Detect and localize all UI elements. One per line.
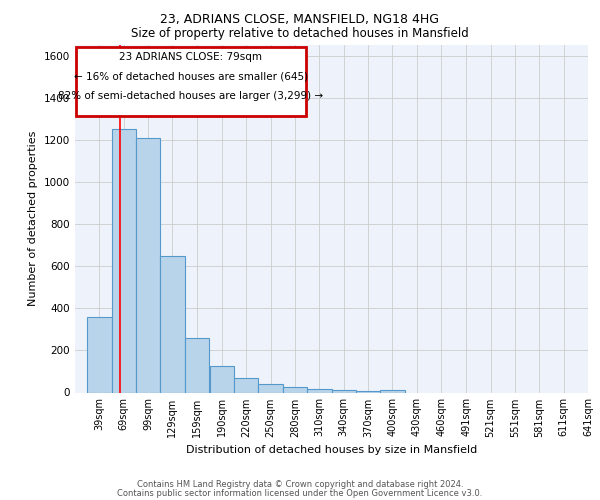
Bar (87, 316, 112, 392)
Bar (160, 256, 185, 392)
Text: Contains HM Land Registry data © Crown copyright and database right 2024.: Contains HM Land Registry data © Crown c… (137, 480, 463, 489)
Bar (259, 384, 283, 392)
Bar (136, 138, 160, 392)
Text: Size of property relative to detached houses in Mansfield: Size of property relative to detached ho… (131, 28, 469, 40)
Bar (331, 390, 356, 392)
Text: 23, ADRIANS CLOSE, MANSFIELD, NG18 4HG: 23, ADRIANS CLOSE, MANSFIELD, NG18 4HG (161, 12, 439, 26)
Bar (307, 390, 331, 392)
Bar (185, 338, 209, 392)
Bar (210, 366, 234, 392)
Text: 23 ADRIANS CLOSE: 79sqm: 23 ADRIANS CLOSE: 79sqm (119, 52, 262, 62)
Bar (356, 391, 380, 392)
Text: 82% of semi-detached houses are larger (3,299) →: 82% of semi-detached houses are larger (… (58, 92, 323, 102)
Y-axis label: Number of detached properties: Number of detached properties (28, 131, 38, 306)
FancyBboxPatch shape (76, 47, 305, 116)
Bar (283, 387, 307, 392)
Bar (380, 390, 404, 392)
Bar (112, 129, 136, 392)
Bar (234, 378, 259, 392)
Text: ← 16% of detached houses are smaller (645): ← 16% of detached houses are smaller (64… (74, 72, 308, 82)
X-axis label: Distribution of detached houses by size in Mansfield: Distribution of detached houses by size … (186, 445, 477, 455)
Text: Contains public sector information licensed under the Open Government Licence v3: Contains public sector information licen… (118, 490, 482, 498)
